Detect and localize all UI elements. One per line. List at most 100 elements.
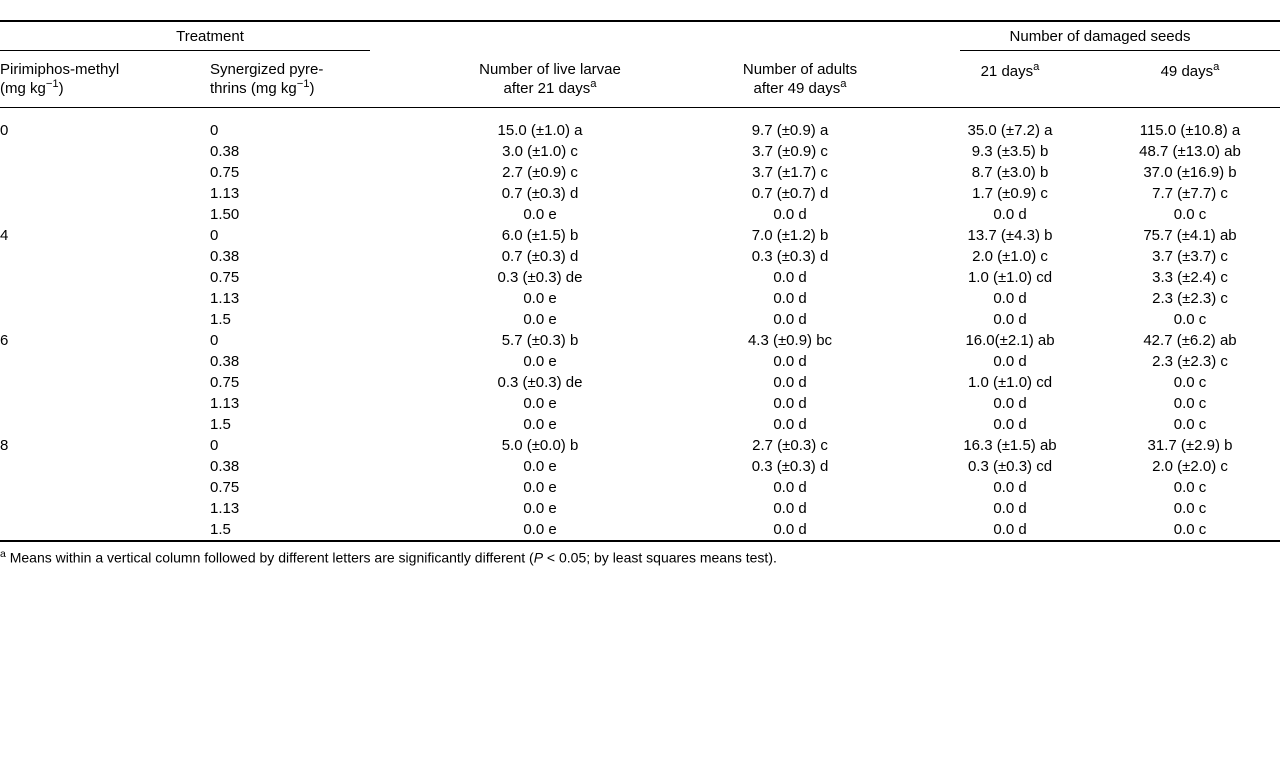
cell: 1.5 bbox=[210, 519, 420, 541]
table-row: 0.383.0 (±1.0) c3.7 (±0.9) c9.3 (±3.5) b… bbox=[0, 141, 1280, 162]
cell: 1.7 (±0.9) c bbox=[920, 183, 1100, 204]
cell: 0.0 e bbox=[420, 498, 680, 519]
table-row: 0.750.0 e0.0 d0.0 d0.0 c bbox=[0, 477, 1280, 498]
cell: 0.0 c bbox=[1100, 204, 1280, 225]
cell: 0.0 c bbox=[1100, 309, 1280, 330]
data-table: Treatment Number of damaged seeds Pirimi… bbox=[0, 20, 1280, 542]
cell bbox=[0, 288, 210, 309]
cell: 0.0 c bbox=[1100, 519, 1280, 541]
cell: 0.0 e bbox=[420, 477, 680, 498]
table-row: 1.130.0 e0.0 d0.0 d0.0 c bbox=[0, 393, 1280, 414]
cell: 2.3 (±2.3) c bbox=[1100, 351, 1280, 372]
table-row: 1.130.7 (±0.3) d0.7 (±0.7) d1.7 (±0.9) c… bbox=[0, 183, 1280, 204]
table-row: 0.380.7 (±0.3) d0.3 (±0.3) d2.0 (±1.0) c… bbox=[0, 246, 1280, 267]
cell: 0.0 d bbox=[680, 414, 920, 435]
table-row: 1.50.0 e0.0 d0.0 d0.0 c bbox=[0, 309, 1280, 330]
cell: 0.0 d bbox=[920, 393, 1100, 414]
cell: 0 bbox=[0, 120, 210, 141]
cell: 2.0 (±1.0) c bbox=[920, 246, 1100, 267]
cell: 0.38 bbox=[210, 351, 420, 372]
cell: 0.0 d bbox=[680, 267, 920, 288]
cell: 0.0 e bbox=[420, 456, 680, 477]
table-row: 1.130.0 e0.0 d0.0 d2.3 (±2.3) c bbox=[0, 288, 1280, 309]
cell: 1.5 bbox=[210, 414, 420, 435]
table-body: 0015.0 (±1.0) a9.7 (±0.9) a35.0 (±7.2) a… bbox=[0, 108, 1280, 542]
cell: 0.0 d bbox=[680, 288, 920, 309]
cell: 0.38 bbox=[210, 141, 420, 162]
cell: 3.7 (±1.7) c bbox=[680, 162, 920, 183]
table-row: 605.7 (±0.3) b4.3 (±0.9) bc16.0(±2.1) ab… bbox=[0, 330, 1280, 351]
cell: 0.0 d bbox=[920, 519, 1100, 541]
cell: 0.0 d bbox=[680, 309, 920, 330]
cell: 0.0 d bbox=[680, 372, 920, 393]
cell: 0.75 bbox=[210, 162, 420, 183]
table-row: 0.380.0 e0.3 (±0.3) d0.3 (±0.3) cd2.0 (±… bbox=[0, 456, 1280, 477]
cell bbox=[0, 351, 210, 372]
header-damaged: Number of damaged seeds bbox=[920, 21, 1280, 51]
cell: 115.0 (±10.8) a bbox=[1100, 120, 1280, 141]
cell: 2.3 (±2.3) c bbox=[1100, 288, 1280, 309]
table-row: 0015.0 (±1.0) a9.7 (±0.9) a35.0 (±7.2) a… bbox=[0, 120, 1280, 141]
cell: 0.0 d bbox=[680, 351, 920, 372]
cell: 2.7 (±0.3) c bbox=[680, 435, 920, 456]
cell: 9.7 (±0.9) a bbox=[680, 120, 920, 141]
cell: 6.0 (±1.5) b bbox=[420, 225, 680, 246]
cell: 7.0 (±1.2) b bbox=[680, 225, 920, 246]
table-row: 1.500.0 e0.0 d0.0 d0.0 c bbox=[0, 204, 1280, 225]
cell: 0.0 e bbox=[420, 351, 680, 372]
table-row: 1.50.0 e0.0 d0.0 d0.0 c bbox=[0, 414, 1280, 435]
cell bbox=[0, 414, 210, 435]
cell: 9.3 (±3.5) b bbox=[920, 141, 1100, 162]
cell: 1.13 bbox=[210, 393, 420, 414]
cell: 0 bbox=[210, 435, 420, 456]
cell: 0.0 d bbox=[920, 309, 1100, 330]
table-row: 1.50.0 e0.0 d0.0 d0.0 c bbox=[0, 519, 1280, 541]
cell: 0.0 d bbox=[680, 477, 920, 498]
table-row: 406.0 (±1.5) b7.0 (±1.2) b13.7 (±4.3) b7… bbox=[0, 225, 1280, 246]
cell: 1.5 bbox=[210, 309, 420, 330]
cell: 0.75 bbox=[210, 477, 420, 498]
header-larvae: Number of live larvae after 21 daysa bbox=[420, 51, 680, 108]
cell: 0.0 d bbox=[920, 477, 1100, 498]
cell: 1.13 bbox=[210, 183, 420, 204]
cell: 1.13 bbox=[210, 288, 420, 309]
cell bbox=[0, 204, 210, 225]
cell: 0.0 e bbox=[420, 309, 680, 330]
cell bbox=[0, 309, 210, 330]
cell: 0.0 d bbox=[920, 351, 1100, 372]
cell: 3.0 (±1.0) c bbox=[420, 141, 680, 162]
cell: 16.0(±2.1) ab bbox=[920, 330, 1100, 351]
cell: 0.0 c bbox=[1100, 477, 1280, 498]
table-row: 0.752.7 (±0.9) c3.7 (±1.7) c8.7 (±3.0) b… bbox=[0, 162, 1280, 183]
cell: 3.7 (±0.9) c bbox=[680, 141, 920, 162]
cell: 13.7 (±4.3) b bbox=[920, 225, 1100, 246]
cell bbox=[0, 162, 210, 183]
table-row: 1.130.0 e0.0 d0.0 d0.0 c bbox=[0, 498, 1280, 519]
cell: 0.0 d bbox=[920, 414, 1100, 435]
cell: 0 bbox=[210, 120, 420, 141]
cell: 1.50 bbox=[210, 204, 420, 225]
cell: 0.0 e bbox=[420, 288, 680, 309]
cell bbox=[0, 477, 210, 498]
cell: 0.0 e bbox=[420, 204, 680, 225]
table-row: 0.750.3 (±0.3) de0.0 d1.0 (±1.0) cd0.0 c bbox=[0, 372, 1280, 393]
cell: 0.0 d bbox=[680, 393, 920, 414]
cell: 0.0 d bbox=[920, 204, 1100, 225]
cell: 0.0 d bbox=[920, 498, 1100, 519]
cell: 4.3 (±0.9) bc bbox=[680, 330, 920, 351]
cell bbox=[0, 393, 210, 414]
table-row: 0.750.3 (±0.3) de0.0 d1.0 (±1.0) cd3.3 (… bbox=[0, 267, 1280, 288]
cell: 0.3 (±0.3) de bbox=[420, 372, 680, 393]
cell: 75.7 (±4.1) ab bbox=[1100, 225, 1280, 246]
cell: 31.7 (±2.9) b bbox=[1100, 435, 1280, 456]
table-row: 805.0 (±0.0) b2.7 (±0.3) c16.3 (±1.5) ab… bbox=[0, 435, 1280, 456]
cell: 0.0 d bbox=[680, 519, 920, 541]
cell bbox=[0, 456, 210, 477]
cell: 0.0 e bbox=[420, 393, 680, 414]
cell: 0.0 c bbox=[1100, 393, 1280, 414]
cell: 8 bbox=[0, 435, 210, 456]
cell: 0.7 (±0.3) d bbox=[420, 183, 680, 204]
cell: 0.7 (±0.7) d bbox=[680, 183, 920, 204]
cell: 8.7 (±3.0) b bbox=[920, 162, 1100, 183]
cell: 0.7 (±0.3) d bbox=[420, 246, 680, 267]
